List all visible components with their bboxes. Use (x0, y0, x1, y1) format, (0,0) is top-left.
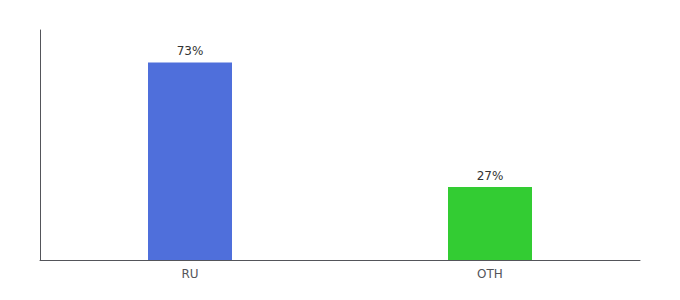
svg-text:27%: 27% (477, 169, 504, 183)
svg-text:RU: RU (181, 267, 198, 281)
svg-text:OTH: OTH (477, 267, 503, 281)
svg-text:73%: 73% (177, 44, 204, 58)
